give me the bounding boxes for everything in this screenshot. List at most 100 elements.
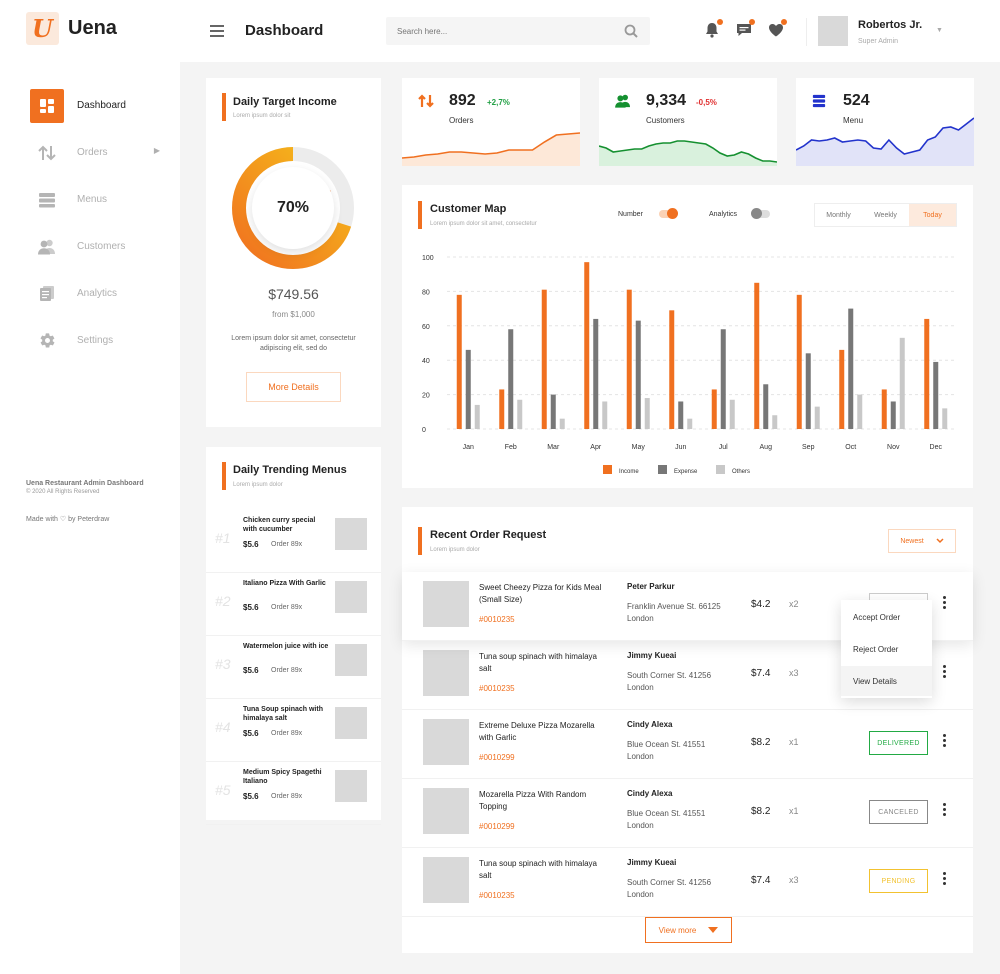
stat-value: 524 xyxy=(843,92,870,109)
search-icon[interactable] xyxy=(624,24,638,43)
bar-income-jun xyxy=(669,310,675,429)
x-tick-label: Mar xyxy=(547,444,560,451)
order-row[interactable]: Mozarella Pizza With Random Topping #0010… xyxy=(402,779,973,848)
card-accent-bar xyxy=(222,93,226,121)
bar-expense-apr xyxy=(593,318,599,429)
trend-order-count: Order 89x xyxy=(271,730,303,737)
sidebar-item-orders[interactable]: Orders ▶ xyxy=(30,129,170,176)
view-more-button[interactable]: View more xyxy=(645,917,732,943)
users-icon xyxy=(30,230,64,264)
stat-label: Menu xyxy=(843,116,864,125)
menu-item-accept-order[interactable]: Accept Order xyxy=(853,612,901,622)
legend-label: Expense xyxy=(674,469,698,475)
stat-change: -0,5% xyxy=(696,98,717,107)
avatar[interactable] xyxy=(818,16,848,46)
more-vertical-icon[interactable] xyxy=(943,665,947,680)
tab-monthly[interactable]: Monthly xyxy=(826,211,851,219)
order-quantity: x2 xyxy=(789,599,799,609)
sidebar-item-customers[interactable]: Customers xyxy=(30,223,170,270)
card-subtitle: Lorem ipsum dolor xyxy=(430,547,480,553)
more-vertical-icon[interactable] xyxy=(943,872,947,887)
sparkline-chart xyxy=(599,140,777,166)
chevron-down-icon[interactable]: ▼ xyxy=(936,27,943,34)
trend-price: $5.6 xyxy=(243,540,259,549)
sidebar-item-settings[interactable]: Settings xyxy=(30,317,170,364)
daily-trending-menus-card: Daily Trending Menus Lorem ipsum dolor #… xyxy=(206,447,381,825)
bar-others-jul xyxy=(729,399,735,429)
order-row[interactable]: Extreme Deluxe Pizza Mozarella with Garl… xyxy=(402,710,973,779)
customer-map-bar-chart: 0 20 40 60 80 100 Jan Feb Mar Apr May Jun Jul Aug Sep O… xyxy=(422,255,957,475)
caret-down-icon xyxy=(708,927,719,933)
bar-expense-aug xyxy=(763,384,769,429)
customer-address: Franklin Avenue St. 66125 London xyxy=(627,602,721,623)
menu-item-reject-order[interactable]: Reject Order xyxy=(853,644,899,654)
bar-others-aug xyxy=(772,415,778,429)
trend-order-count: Order 89x xyxy=(271,793,303,800)
notification-bell-icon[interactable] xyxy=(704,19,723,38)
recent-order-request-card: Recent Order Request Lorem ipsum dolor N… xyxy=(402,507,973,953)
more-vertical-icon[interactable] xyxy=(943,734,947,749)
trending-menu-item[interactable]: #3 Watermelon juice with ice $5.6 Order 89x xyxy=(206,636,381,699)
trending-menu-item[interactable]: #4 Tuna Soup spinach with himalaya salt $5… xyxy=(206,699,381,762)
users-icon xyxy=(615,94,631,113)
stat-card-orders: 892 +2,7% Orders xyxy=(402,78,580,166)
status-badge[interactable]: DELIVERED xyxy=(869,731,928,755)
order-thumbnail xyxy=(423,788,469,834)
search-input[interactable] xyxy=(386,17,606,45)
customer-map-card: Customer Map Lorem ipsum dolor sit amet,… xyxy=(402,185,973,488)
bar-income-jan xyxy=(456,294,462,429)
customer-name: Jimmy Kueai xyxy=(627,858,677,867)
order-id[interactable]: #0010235 xyxy=(479,615,515,624)
bar-income-oct xyxy=(839,349,845,429)
sparkline-line xyxy=(402,132,580,159)
sidebar-item-label: Menus xyxy=(77,194,108,205)
order-row[interactable]: Tuna soup spinach with himalaya salt #001… xyxy=(402,848,973,917)
tab-today[interactable]: Today xyxy=(909,204,956,226)
bar-others-mar xyxy=(559,418,565,429)
number-toggle[interactable] xyxy=(659,208,678,219)
trend-order-count: Order 89x xyxy=(271,541,303,548)
y-tick-label: 20 xyxy=(422,393,430,400)
card-subtitle: Lorem ipsum dolor sit amet, consectetur xyxy=(430,221,537,227)
toggle-label-number: Number xyxy=(618,211,643,218)
sidebar-item-menus[interactable]: Menus xyxy=(30,176,170,223)
card-subtitle: Lorem ipsum dolor xyxy=(233,482,283,488)
sidebar-item-analytics[interactable]: Analytics xyxy=(30,270,170,317)
status-badge[interactable]: CANCELED xyxy=(869,800,928,824)
trending-menu-item[interactable]: #1 Chicken curry special with cucumber $5.… xyxy=(206,510,381,573)
sidebar-item-dashboard[interactable]: Dashboard xyxy=(30,82,170,129)
order-id[interactable]: #0010299 xyxy=(479,822,515,831)
card-title: Customer Map xyxy=(430,203,507,215)
more-details-button[interactable]: More Details xyxy=(246,372,341,402)
bar-income-sep xyxy=(796,294,802,429)
page-title: Dashboard xyxy=(245,22,324,39)
trending-menu-item[interactable]: #5 Medium Spicy Spagethi Italiano $5.6 Orde… xyxy=(206,762,381,825)
more-vertical-icon[interactable] xyxy=(943,803,947,818)
stat-label: Customers xyxy=(646,116,685,125)
heart-icon[interactable] xyxy=(768,19,787,38)
stat-value: 9,334 xyxy=(646,92,687,109)
order-id[interactable]: #0010235 xyxy=(479,891,515,900)
user-name[interactable]: Robertos Jr. xyxy=(858,19,923,31)
card-accent-bar xyxy=(418,201,422,229)
trending-menu-item[interactable]: #2 Italiano Pizza With Garlic $5.6 Order 89… xyxy=(206,573,381,636)
trend-price: $5.6 xyxy=(243,729,259,738)
card-title: Recent Order Request xyxy=(430,529,547,541)
status-badge[interactable]: PENDING xyxy=(869,869,928,893)
tab-weekly[interactable]: Weekly xyxy=(874,211,897,219)
menu-item-view-details[interactable]: View Details xyxy=(841,666,932,696)
chat-message-icon[interactable] xyxy=(736,19,755,38)
brand-logo[interactable]: U Uena xyxy=(26,12,117,45)
trend-rank: #5 xyxy=(215,782,231,798)
more-vertical-icon[interactable] xyxy=(943,596,947,611)
x-tick-label: Oct xyxy=(845,444,856,451)
analytics-toggle[interactable] xyxy=(751,208,770,219)
x-tick-label: Jun xyxy=(675,444,686,451)
hamburger-menu-icon[interactable] xyxy=(210,25,224,37)
order-id[interactable]: #0010235 xyxy=(479,684,515,693)
menu-thumbnail xyxy=(335,707,367,739)
sort-dropdown[interactable]: Newest xyxy=(888,529,956,553)
donut-progress-arc xyxy=(232,147,354,269)
order-id[interactable]: #0010299 xyxy=(479,753,515,762)
bar-expense-feb xyxy=(508,329,514,429)
